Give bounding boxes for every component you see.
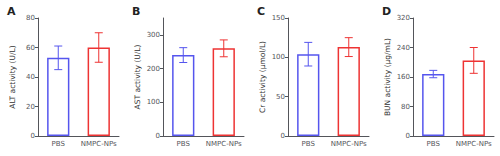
svg-text:0: 0 [31, 132, 35, 140]
svg-text:100: 100 [272, 53, 285, 61]
svg-text:40: 40 [26, 73, 35, 81]
svg-text:PBS: PBS [427, 140, 441, 148]
svg-text:NMPC-NPs: NMPC-NPs [81, 140, 117, 148]
svg-text:320: 320 [397, 14, 410, 22]
svg-text:ALT activity (U/L): ALT activity (U/L) [8, 45, 17, 108]
svg-text:240: 240 [397, 44, 410, 52]
svg-text:NMPC-NPs: NMPC-NPs [206, 140, 242, 148]
svg-text:B: B [132, 5, 140, 18]
svg-text:AST activity (U/L): AST activity (U/L) [133, 44, 142, 109]
svg-text:100: 100 [147, 98, 160, 106]
svg-text:C: C [257, 5, 265, 18]
svg-text:0: 0 [406, 132, 410, 140]
svg-text:0: 0 [156, 132, 160, 140]
svg-text:160: 160 [397, 73, 410, 81]
svg-text:Cr activity (μmol/L): Cr activity (μmol/L) [258, 41, 267, 113]
svg-text:PBS: PBS [302, 140, 316, 148]
svg-text:PBS: PBS [52, 140, 66, 148]
svg-text:20: 20 [26, 103, 35, 111]
svg-text:150: 150 [272, 14, 285, 22]
svg-text:80: 80 [401, 103, 410, 111]
svg-text:A: A [7, 5, 16, 18]
svg-text:NMPC-NPs: NMPC-NPs [331, 140, 367, 148]
svg-text:NMPC-NPs: NMPC-NPs [456, 140, 492, 148]
svg-text:PBS: PBS [177, 140, 191, 148]
svg-text:80: 80 [26, 14, 35, 22]
svg-text:200: 200 [147, 65, 160, 73]
svg-text:50: 50 [276, 93, 285, 101]
svg-text:BUN activity (μg/mL): BUN activity (μg/mL) [383, 38, 392, 116]
svg-text:D: D [382, 5, 391, 18]
svg-text:0: 0 [281, 132, 285, 140]
svg-text:300: 300 [147, 31, 160, 39]
svg-text:60: 60 [26, 44, 35, 52]
